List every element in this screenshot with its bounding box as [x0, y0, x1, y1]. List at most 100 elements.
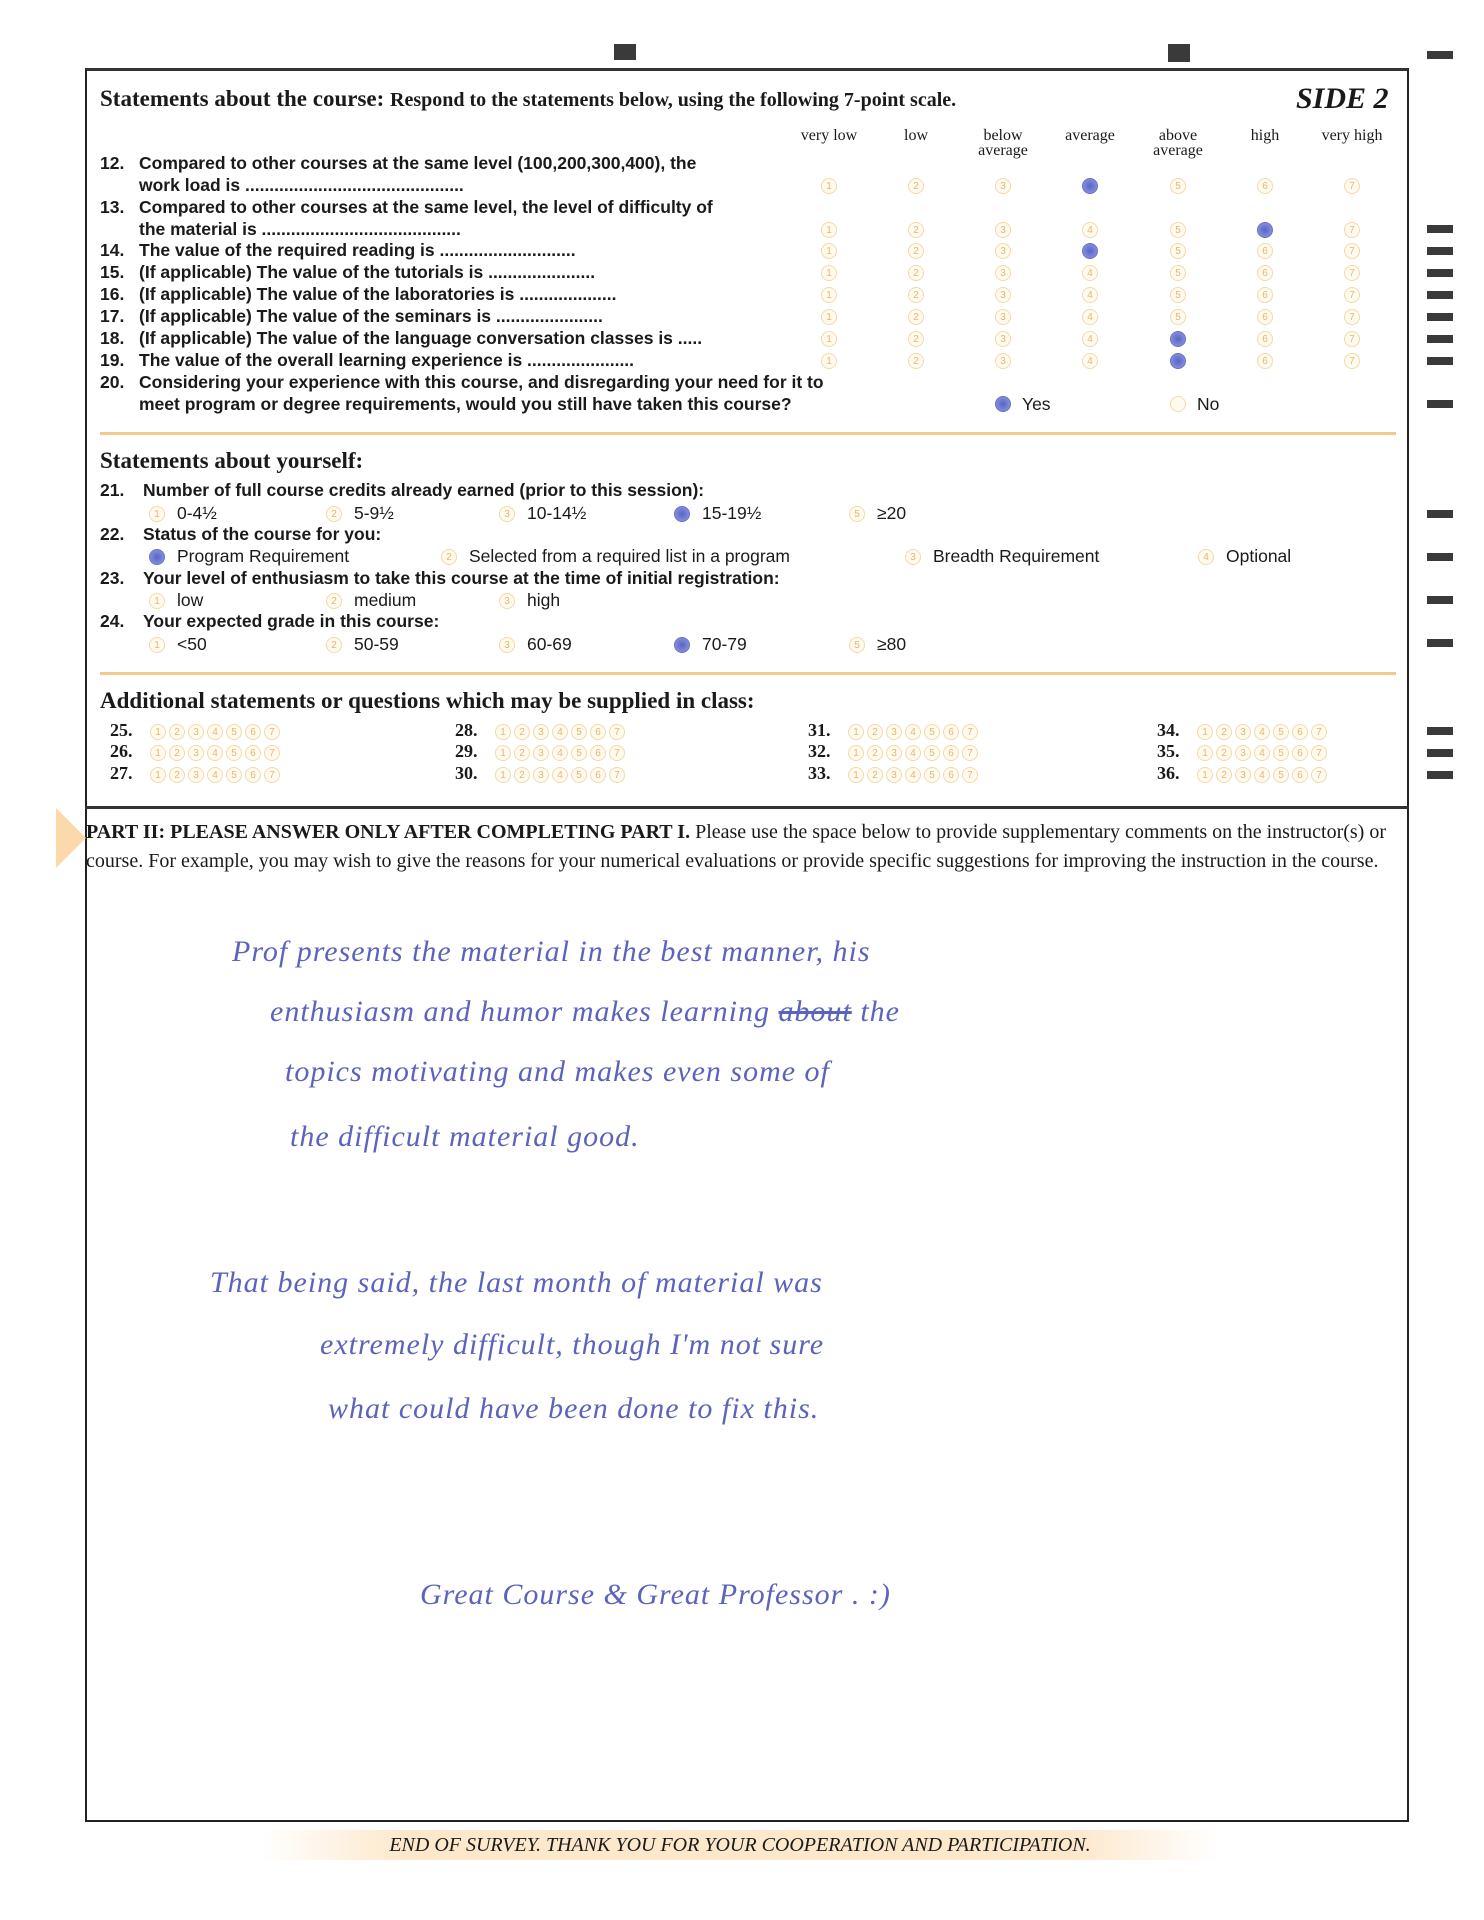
option-bubble[interactable]: 3: [905, 549, 921, 565]
rating-bubble-4[interactable]: 4: [1082, 287, 1098, 303]
rating-bubble-3[interactable]: 3: [1235, 767, 1251, 783]
rating-bubble-1[interactable]: 1: [495, 724, 511, 740]
rating-bubble-2[interactable]: 2: [1216, 724, 1232, 740]
rating-bubble-2[interactable]: 2: [514, 724, 530, 740]
rating-bubble-4[interactable]: 4: [1082, 222, 1098, 238]
rating-bubble-6[interactable]: 6: [1257, 287, 1273, 303]
rating-bubble-1[interactable]: 1: [150, 745, 166, 761]
rating-bubble-4[interactable]: 4: [552, 745, 568, 761]
rating-bubble-6[interactable]: 6: [1257, 353, 1273, 369]
rating-bubble-3[interactable]: 3: [533, 745, 549, 761]
rating-bubble-4[interactable]: 4: [905, 767, 921, 783]
option-bubble[interactable]: [674, 637, 690, 653]
rating-bubble-3[interactable]: 3: [995, 222, 1011, 238]
rating-bubble-3[interactable]: 3: [1235, 724, 1251, 740]
rating-bubble-2[interactable]: 2: [514, 767, 530, 783]
rating-bubble-2[interactable]: 2: [908, 178, 924, 194]
rating-bubble-3[interactable]: 3: [533, 767, 549, 783]
rating-bubble-2[interactable]: 2: [867, 724, 883, 740]
rating-bubble-3[interactable]: 3: [886, 724, 902, 740]
rating-bubble-6[interactable]: 6: [590, 745, 606, 761]
rating-bubble-4[interactable]: 4: [1254, 724, 1270, 740]
rating-bubble-1[interactable]: 1: [821, 287, 837, 303]
rating-bubble-7[interactable]: 7: [1344, 287, 1360, 303]
rating-bubble-3[interactable]: 3: [995, 331, 1011, 347]
option-bubble[interactable]: 2: [326, 637, 342, 653]
rating-bubble-3[interactable]: 3: [188, 724, 204, 740]
option-bubble[interactable]: 2: [326, 506, 342, 522]
rating-bubble-1[interactable]: 1: [821, 265, 837, 281]
option-bubble[interactable]: 1: [149, 593, 165, 609]
rating-bubble-6[interactable]: 6: [1292, 724, 1308, 740]
rating-bubble-2[interactable]: 2: [908, 243, 924, 259]
yes-bubble[interactable]: [995, 396, 1011, 412]
rating-bubble-2[interactable]: 2: [169, 724, 185, 740]
rating-bubble-6[interactable]: 6: [1257, 178, 1273, 194]
rating-bubble-2[interactable]: 2: [908, 309, 924, 325]
rating-bubble-5[interactable]: 5: [571, 745, 587, 761]
option-bubble[interactable]: 5: [849, 506, 865, 522]
rating-bubble-5[interactable]: 5: [226, 745, 242, 761]
rating-bubble-5[interactable]: 5: [226, 724, 242, 740]
rating-bubble-7[interactable]: 7: [1344, 243, 1360, 259]
rating-bubble-4[interactable]: 4: [552, 724, 568, 740]
rating-bubble-2[interactable]: 2: [908, 353, 924, 369]
rating-bubble-1[interactable]: 1: [495, 767, 511, 783]
option-bubble[interactable]: 2: [326, 593, 342, 609]
rating-bubble-7[interactable]: 7: [1311, 745, 1327, 761]
rating-bubble-6[interactable]: 6: [943, 745, 959, 761]
rating-bubble-6[interactable]: 6: [943, 724, 959, 740]
rating-bubble-6[interactable]: 6: [1257, 331, 1273, 347]
rating-bubble-4[interactable]: 4: [1082, 265, 1098, 281]
no-bubble[interactable]: [1170, 396, 1186, 412]
rating-bubble-1[interactable]: 1: [821, 243, 837, 259]
rating-bubble-4[interactable]: 4: [1082, 331, 1098, 347]
rating-bubble-5[interactable]: 5: [226, 767, 242, 783]
rating-bubble-1[interactable]: 1: [848, 724, 864, 740]
rating-bubble-7[interactable]: 7: [1344, 353, 1360, 369]
rating-bubble-2[interactable]: 2: [908, 222, 924, 238]
rating-bubble-3[interactable]: 3: [533, 724, 549, 740]
rating-bubble-1[interactable]: 1: [1197, 745, 1213, 761]
rating-bubble-4[interactable]: 4: [207, 724, 223, 740]
rating-bubble-4[interactable]: [1082, 178, 1098, 194]
rating-bubble-7[interactable]: 7: [609, 767, 625, 783]
rating-bubble-3[interactable]: 3: [995, 265, 1011, 281]
rating-bubble-3[interactable]: 3: [188, 745, 204, 761]
option-bubble[interactable]: 3: [499, 506, 515, 522]
rating-bubble-2[interactable]: 2: [1216, 767, 1232, 783]
rating-bubble-4[interactable]: 4: [1082, 309, 1098, 325]
rating-bubble-5[interactable]: 5: [1170, 287, 1186, 303]
rating-bubble-2[interactable]: 2: [908, 331, 924, 347]
rating-bubble-7[interactable]: 7: [962, 745, 978, 761]
rating-bubble-5[interactable]: 5: [1170, 222, 1186, 238]
rating-bubble-3[interactable]: 3: [995, 243, 1011, 259]
rating-bubble-5[interactable]: 5: [571, 724, 587, 740]
rating-bubble-2[interactable]: 2: [908, 287, 924, 303]
rating-bubble-3[interactable]: 3: [995, 178, 1011, 194]
rating-bubble-7[interactable]: 7: [1344, 222, 1360, 238]
rating-bubble-3[interactable]: 3: [995, 353, 1011, 369]
rating-bubble-4[interactable]: [1082, 243, 1098, 259]
rating-bubble-1[interactable]: 1: [821, 331, 837, 347]
rating-bubble-7[interactable]: 7: [264, 724, 280, 740]
rating-bubble-6[interactable]: 6: [590, 767, 606, 783]
rating-bubble-6[interactable]: 6: [943, 767, 959, 783]
rating-bubble-5[interactable]: 5: [1273, 745, 1289, 761]
rating-bubble-2[interactable]: 2: [908, 265, 924, 281]
rating-bubble-2[interactable]: 2: [867, 767, 883, 783]
option-bubble[interactable]: 2: [441, 549, 457, 565]
rating-bubble-1[interactable]: 1: [821, 178, 837, 194]
rating-bubble-2[interactable]: 2: [514, 745, 530, 761]
rating-bubble-7[interactable]: 7: [264, 745, 280, 761]
rating-bubble-6[interactable]: [1257, 222, 1273, 238]
rating-bubble-5[interactable]: 5: [1170, 178, 1186, 194]
rating-bubble-5[interactable]: 5: [924, 724, 940, 740]
rating-bubble-7[interactable]: 7: [1344, 309, 1360, 325]
rating-bubble-1[interactable]: 1: [821, 309, 837, 325]
rating-bubble-2[interactable]: 2: [1216, 745, 1232, 761]
rating-bubble-3[interactable]: 3: [1235, 745, 1251, 761]
rating-bubble-1[interactable]: 1: [848, 767, 864, 783]
rating-bubble-6[interactable]: 6: [590, 724, 606, 740]
rating-bubble-6[interactable]: 6: [245, 767, 261, 783]
